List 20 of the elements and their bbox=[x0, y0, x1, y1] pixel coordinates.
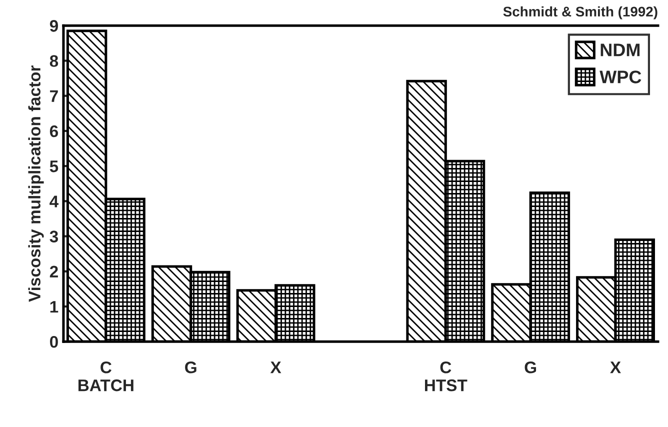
x-tick-label: X bbox=[270, 362, 282, 374]
x-tick-label: G bbox=[524, 361, 536, 374]
legend-label: NDM bbox=[600, 44, 640, 56]
y-tick-label: 3 bbox=[50, 230, 58, 242]
y-tick-label: 2 bbox=[50, 266, 58, 278]
text: Schmidt & Smith (1992) bbox=[503, 6, 658, 20]
legend-label: WPC bbox=[600, 70, 642, 84]
x-tick-label: C HTST bbox=[425, 361, 468, 392]
y-axis-title: Viscosity multiplication factor bbox=[28, 65, 44, 302]
x-tick-label: X bbox=[610, 362, 621, 374]
y-tick-label: 1 bbox=[50, 301, 58, 313]
x-tick-label: G bbox=[185, 361, 196, 374]
y-tick-label: 7 bbox=[50, 90, 58, 102]
y-tick-label: 0 bbox=[50, 336, 58, 348]
y-tick-label: 4 bbox=[50, 196, 59, 208]
x-tick-label: C BATCH bbox=[78, 361, 134, 392]
y-tick-label: 8 bbox=[50, 55, 58, 67]
y-tick-label: 6 bbox=[50, 125, 58, 138]
y-tick-label: 5 bbox=[50, 160, 58, 172]
y-tick-label: 9 bbox=[50, 20, 58, 32]
